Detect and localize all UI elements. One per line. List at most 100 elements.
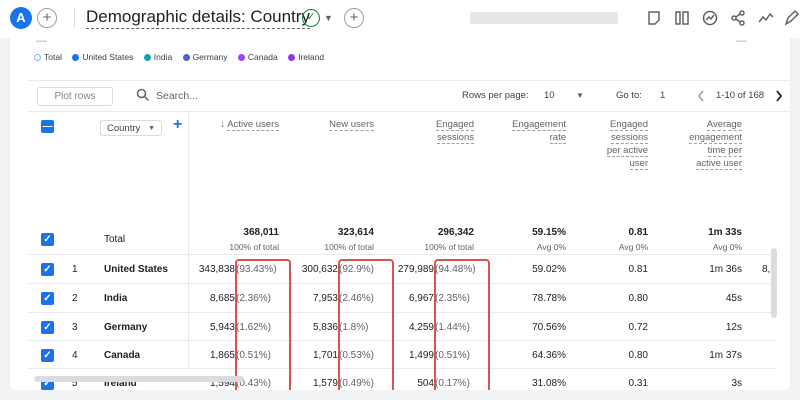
active-users-pct: (0.51%) bbox=[236, 350, 272, 361]
chevron-right-icon[interactable] bbox=[774, 89, 784, 103]
row-divider bbox=[28, 283, 776, 284]
compare-icon[interactable] bbox=[672, 8, 692, 28]
engaged-sessions-value: 504 bbox=[417, 378, 434, 389]
pagination-range: 1-10 of 168 bbox=[716, 90, 765, 101]
report-card: ▁▁ ▁▁ Total United States India Germany … bbox=[10, 38, 790, 390]
active-users-value: 8,685 bbox=[209, 293, 235, 304]
active-users-value: 5,943 bbox=[209, 322, 235, 333]
total-avg-engagement-time: 1m 33s bbox=[708, 227, 742, 238]
header-divider bbox=[74, 8, 75, 28]
active-users-value: 343,838 bbox=[198, 264, 235, 275]
engaged-sessions-pct: (0.17%) bbox=[435, 378, 471, 389]
avg-engagement-time-value: 12s bbox=[725, 322, 742, 333]
share-icon[interactable] bbox=[728, 8, 748, 28]
sparkline-icon[interactable] bbox=[756, 8, 776, 28]
legend-item-total[interactable]: Total bbox=[34, 52, 62, 62]
add-report-button[interactable]: + bbox=[344, 8, 364, 28]
legend-dot bbox=[143, 54, 151, 61]
search-icon bbox=[136, 88, 150, 102]
search-input[interactable] bbox=[156, 87, 316, 105]
row-checkbox[interactable]: ✓ bbox=[41, 263, 54, 276]
engagement-rate-value: 78.78% bbox=[532, 293, 566, 304]
active-users-pct: (2.36%) bbox=[236, 293, 272, 304]
country-link[interactable]: Germany bbox=[104, 322, 148, 333]
header-avg-engagement-time[interactable]: Average engagement time per active user bbox=[689, 119, 742, 170]
vertical-scrollbar[interactable] bbox=[771, 248, 777, 318]
check-circle-icon[interactable]: ✓ bbox=[302, 9, 320, 27]
row-number: 2 bbox=[72, 293, 78, 304]
new-users-value: 7,953 bbox=[312, 293, 338, 304]
header-engaged-sessions-per-user[interactable]: Engaged sessions per active user bbox=[606, 119, 648, 170]
legend-dot bbox=[237, 54, 245, 61]
country-link[interactable]: United States bbox=[104, 264, 168, 275]
edit-icon[interactable] bbox=[782, 8, 800, 28]
new-users-pct: (1.8%) bbox=[339, 322, 369, 333]
add-comparison-button[interactable]: + bbox=[37, 8, 57, 28]
engagement-rate-value: 64.36% bbox=[532, 350, 566, 361]
account-avatar[interactable]: A bbox=[10, 7, 32, 29]
legend-item-canada[interactable]: Canada bbox=[237, 52, 278, 62]
horizontal-scrollbar[interactable] bbox=[34, 376, 244, 382]
engaged-sessions-value: 4,259 bbox=[408, 322, 434, 333]
add-dimension-button[interactable]: + bbox=[173, 116, 183, 133]
total-engaged-sessions: 296,342 bbox=[437, 227, 474, 238]
insights-icon[interactable] bbox=[700, 8, 720, 28]
header-engagement-rate[interactable]: Engagement rate bbox=[512, 119, 566, 144]
new-users-pct: (0.53%) bbox=[339, 350, 375, 361]
avg-engagement-time-value: 45s bbox=[725, 293, 742, 304]
row-number: 4 bbox=[72, 350, 78, 361]
chevron-down-icon[interactable]: ▼ bbox=[576, 91, 584, 100]
new-users-value: 300,632 bbox=[301, 264, 338, 275]
plot-rows-button[interactable]: Plot rows bbox=[37, 87, 113, 106]
chevron-down-icon[interactable]: ▼ bbox=[324, 13, 333, 23]
goto-page-input[interactable]: 1 bbox=[660, 90, 666, 101]
engaged-sessions-pct: (94.48%) bbox=[435, 264, 476, 275]
active-users-pct: (1.62%) bbox=[236, 322, 272, 333]
header-new-users[interactable]: New users bbox=[329, 119, 374, 131]
total-engagement-rate-avg: Avg 0% bbox=[536, 242, 566, 252]
legend-item-ireland[interactable]: Ireland bbox=[288, 52, 324, 62]
avg-engagement-time-value: 1m 36s bbox=[709, 264, 742, 275]
header-active-users[interactable]: ↓ Active users bbox=[220, 119, 279, 131]
total-active-users: 368,011 bbox=[243, 227, 279, 238]
espu-value: 0.80 bbox=[628, 293, 648, 304]
row-number: 5 bbox=[72, 378, 78, 389]
totals-checkbox[interactable]: ✓ bbox=[41, 233, 54, 246]
active-users-value: 1,594 bbox=[209, 378, 235, 389]
country-link[interactable]: India bbox=[104, 293, 128, 304]
total-active-users-share: 100% of total bbox=[229, 242, 279, 252]
rows-per-page-select[interactable]: 10 bbox=[544, 90, 555, 101]
engagement-rate-value: 59.02% bbox=[532, 264, 566, 275]
avg-engagement-time-value: 3s bbox=[731, 378, 742, 389]
select-all-checkbox[interactable]: — bbox=[41, 120, 54, 133]
row-checkbox[interactable]: ✓ bbox=[41, 349, 54, 362]
new-users-pct: (92.9%) bbox=[339, 264, 375, 275]
engaged-sessions-value: 6,967 bbox=[408, 293, 434, 304]
engaged-sessions-pct: (1.44%) bbox=[435, 322, 471, 333]
legend-item-united-states[interactable]: United States bbox=[72, 52, 133, 62]
goto-label: Go to: bbox=[616, 90, 642, 101]
country-link[interactable]: Canada bbox=[104, 350, 141, 361]
new-users-value: 5,836 bbox=[312, 322, 338, 333]
country-link[interactable]: Ireland bbox=[104, 378, 137, 389]
header-engaged-sessions[interactable]: Engaged sessions bbox=[435, 119, 474, 144]
espu-value: 0.72 bbox=[628, 322, 648, 333]
avg-engagement-time-value: 1m 37s bbox=[709, 350, 742, 361]
row-number: 1 bbox=[72, 264, 78, 275]
new-users-value: 1,701 bbox=[312, 350, 338, 361]
next-column-value: 8,5 bbox=[762, 264, 776, 275]
legend-item-india[interactable]: India bbox=[143, 52, 172, 62]
legend-item-germany[interactable]: Germany bbox=[182, 52, 228, 62]
report-header: A + Demographic details: Country ✓ ▼ + bbox=[0, 0, 800, 38]
chart-axis-fragment: ▁▁ bbox=[36, 38, 47, 42]
annotation-icon[interactable] bbox=[644, 8, 664, 28]
new-users-value: 1,579 bbox=[312, 378, 338, 389]
row-checkbox[interactable]: ✓ bbox=[41, 321, 54, 334]
total-engaged-sessions-share: 100% of total bbox=[424, 242, 474, 252]
total-new-users-share: 100% of total bbox=[324, 242, 374, 252]
table-toolbar: Plot rows Rows per page: 10 ▼ Go to: 1 1… bbox=[28, 80, 790, 112]
row-checkbox[interactable]: ✓ bbox=[41, 292, 54, 305]
chevron-left-icon[interactable] bbox=[696, 89, 706, 103]
dimension-dropdown[interactable]: Country ▼ bbox=[100, 120, 162, 136]
highlight-box-engaged-sessions-pct bbox=[434, 259, 490, 390]
